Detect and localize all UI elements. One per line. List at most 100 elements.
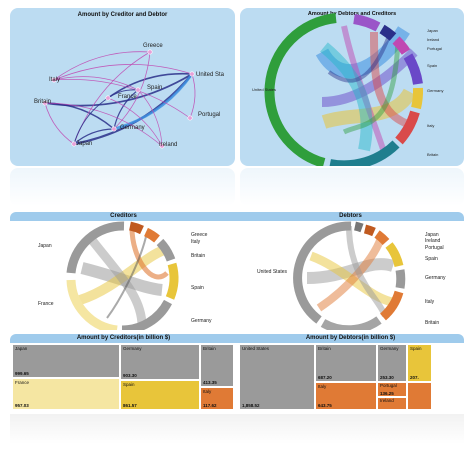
cell-label: United States: [242, 346, 270, 351]
network-edge: [107, 72, 193, 99]
chord-top-label-japan: Japan: [427, 28, 438, 33]
cell-value: 207.: [410, 375, 419, 380]
chord-top-graphic: [264, 13, 424, 166]
network-node-us[interactable]: [189, 71, 195, 77]
network-edge: [44, 102, 75, 145]
cell-value: 136.25: [380, 391, 394, 396]
chord-ribbon: [106, 231, 148, 319]
chord-arc-greece: [128, 221, 144, 235]
chord-arc-germany: [411, 87, 424, 110]
treemap-cell-portugal[interactable]: Portugal 136.25: [377, 382, 407, 397]
cell-label: Britain: [318, 346, 331, 351]
network-edge: [53, 79, 191, 119]
network-node-italy[interactable]: [51, 77, 57, 83]
cell-label: Japan: [15, 346, 28, 351]
network-node-britain[interactable]: [42, 100, 48, 106]
treemap-cell-spain-debt[interactable]: Spain 207.: [407, 344, 432, 382]
network-node-spain[interactable]: [135, 87, 141, 93]
chord-top-reflection: [240, 168, 464, 206]
debtors-label-germany: Germany: [425, 275, 446, 281]
treemap-cell-france[interactable]: France 957.03: [12, 378, 120, 410]
chord-top-panel: Amount by Debtors and Creditors Japan Ir…: [240, 8, 464, 166]
treemap-cell-spain[interactable]: Spain 861.57: [120, 380, 200, 410]
treemap-cell-italy[interactable]: Italy 117.62: [200, 387, 234, 410]
cell-label: Germany: [380, 346, 399, 351]
network-edge: [113, 73, 194, 131]
network-node-germany[interactable]: [111, 126, 117, 132]
network-node-ireland[interactable]: [159, 143, 165, 149]
cell-value: 643.75: [318, 403, 332, 408]
treemap-cell-japan[interactable]: Japan 999.65: [12, 344, 120, 378]
cell-value: 687.20: [318, 375, 332, 380]
node-label-ireland: Ireland: [159, 142, 178, 148]
treemap-cell-small[interactable]: [407, 382, 432, 410]
network-edge: [137, 89, 163, 147]
network-edge: [107, 97, 163, 147]
chord-arc-germany: [121, 299, 172, 330]
network-node-portugal[interactable]: [187, 115, 193, 121]
creditors-label-greece: Greece: [191, 232, 208, 238]
chord-arc-japan: [353, 14, 381, 32]
network-edge: [53, 51, 151, 81]
treemap-cell-germany[interactable]: Germany 903.30: [120, 344, 200, 380]
node-label-greece: Greece: [143, 43, 163, 49]
creditors-label-italy: Italy: [191, 239, 201, 245]
cell-value: 117.62: [203, 403, 217, 408]
network-edge: [44, 102, 163, 147]
network-edge: [44, 73, 193, 107]
network-node-greece[interactable]: [147, 49, 153, 55]
chord-arc-ireland: [363, 224, 376, 237]
creditors-title: Creditors: [110, 213, 137, 219]
network-node-japan[interactable]: [71, 141, 77, 147]
debtors-label-britain: Britain: [425, 320, 440, 326]
cell-label: Britain: [203, 346, 216, 351]
chord-top-label-ireland: Ireland: [427, 37, 440, 42]
treemap-reflection: [10, 414, 464, 444]
network-edge: [53, 64, 193, 81]
cell-label: Portugal: [380, 383, 397, 388]
network-panel: Amount by Creditor and Debtor Greece Ita…: [10, 8, 235, 166]
treemap-cell-britain[interactable]: Britain 413.35: [200, 344, 234, 387]
treemap-header: [10, 334, 464, 343]
debtors-label-spain: Spain: [425, 256, 438, 262]
node-label-us: United Sta: [196, 72, 225, 78]
chord-top-label-us: United States: [252, 87, 277, 92]
creditors-label-britain: Britain: [191, 253, 206, 259]
treemap-cell-britain-debt[interactable]: Britain 687.20: [315, 344, 377, 382]
node-label-portugal: Portugal: [198, 112, 221, 118]
creditors-label-germany: Germany: [191, 318, 212, 324]
chord-arc-portugal: [392, 36, 411, 55]
chord-arc-britain: [320, 316, 382, 330]
chord-ribbon: [321, 48, 418, 107]
treemap-cell-germany-debt[interactable]: Germany 253.30: [377, 344, 407, 382]
cell-label: Italy: [318, 384, 327, 389]
treemap-debtors-title: Amount by Debtors(in billion $): [305, 335, 396, 341]
cell-label: France: [15, 380, 30, 385]
cell-label: Ireland: [380, 398, 394, 403]
treemap-cell-united-states[interactable]: United States 1,858.52: [239, 344, 315, 410]
creditors-label-spain: Spain: [191, 285, 204, 291]
cell-label: Spain: [410, 346, 422, 351]
debtors-chord: [293, 221, 406, 330]
chord-arc-france: [66, 279, 118, 330]
chord-top-label-britain: Britain: [427, 152, 439, 157]
chord-ribbon: [320, 42, 373, 152]
network-node-france[interactable]: [105, 95, 111, 101]
chord-middle-panel: Creditors Debtors Greece Italy Britain S…: [10, 212, 464, 330]
creditors-chord: [66, 221, 179, 330]
treemap-cell-ireland[interactable]: Ireland: [377, 397, 407, 410]
network-edge: [73, 97, 109, 145]
treemap-cell-italy-debt[interactable]: Italy 643.75: [315, 382, 377, 410]
chord-ribbon: [327, 35, 391, 83]
chord-ribbon: [78, 245, 166, 305]
chord-top-label-germany: Germany: [427, 88, 444, 93]
debtors-label-portugal: Portugal: [425, 245, 444, 251]
chord-middle-header: [10, 212, 464, 221]
chord-ribbon: [88, 237, 147, 327]
node-label-france: France: [118, 94, 137, 100]
cell-label: Germany: [123, 346, 142, 351]
chord-top-label-italy: Italy: [427, 123, 435, 128]
chord-ribbon: [342, 39, 401, 135]
chord-ribbon: [370, 31, 410, 128]
network-edge: [189, 73, 196, 119]
